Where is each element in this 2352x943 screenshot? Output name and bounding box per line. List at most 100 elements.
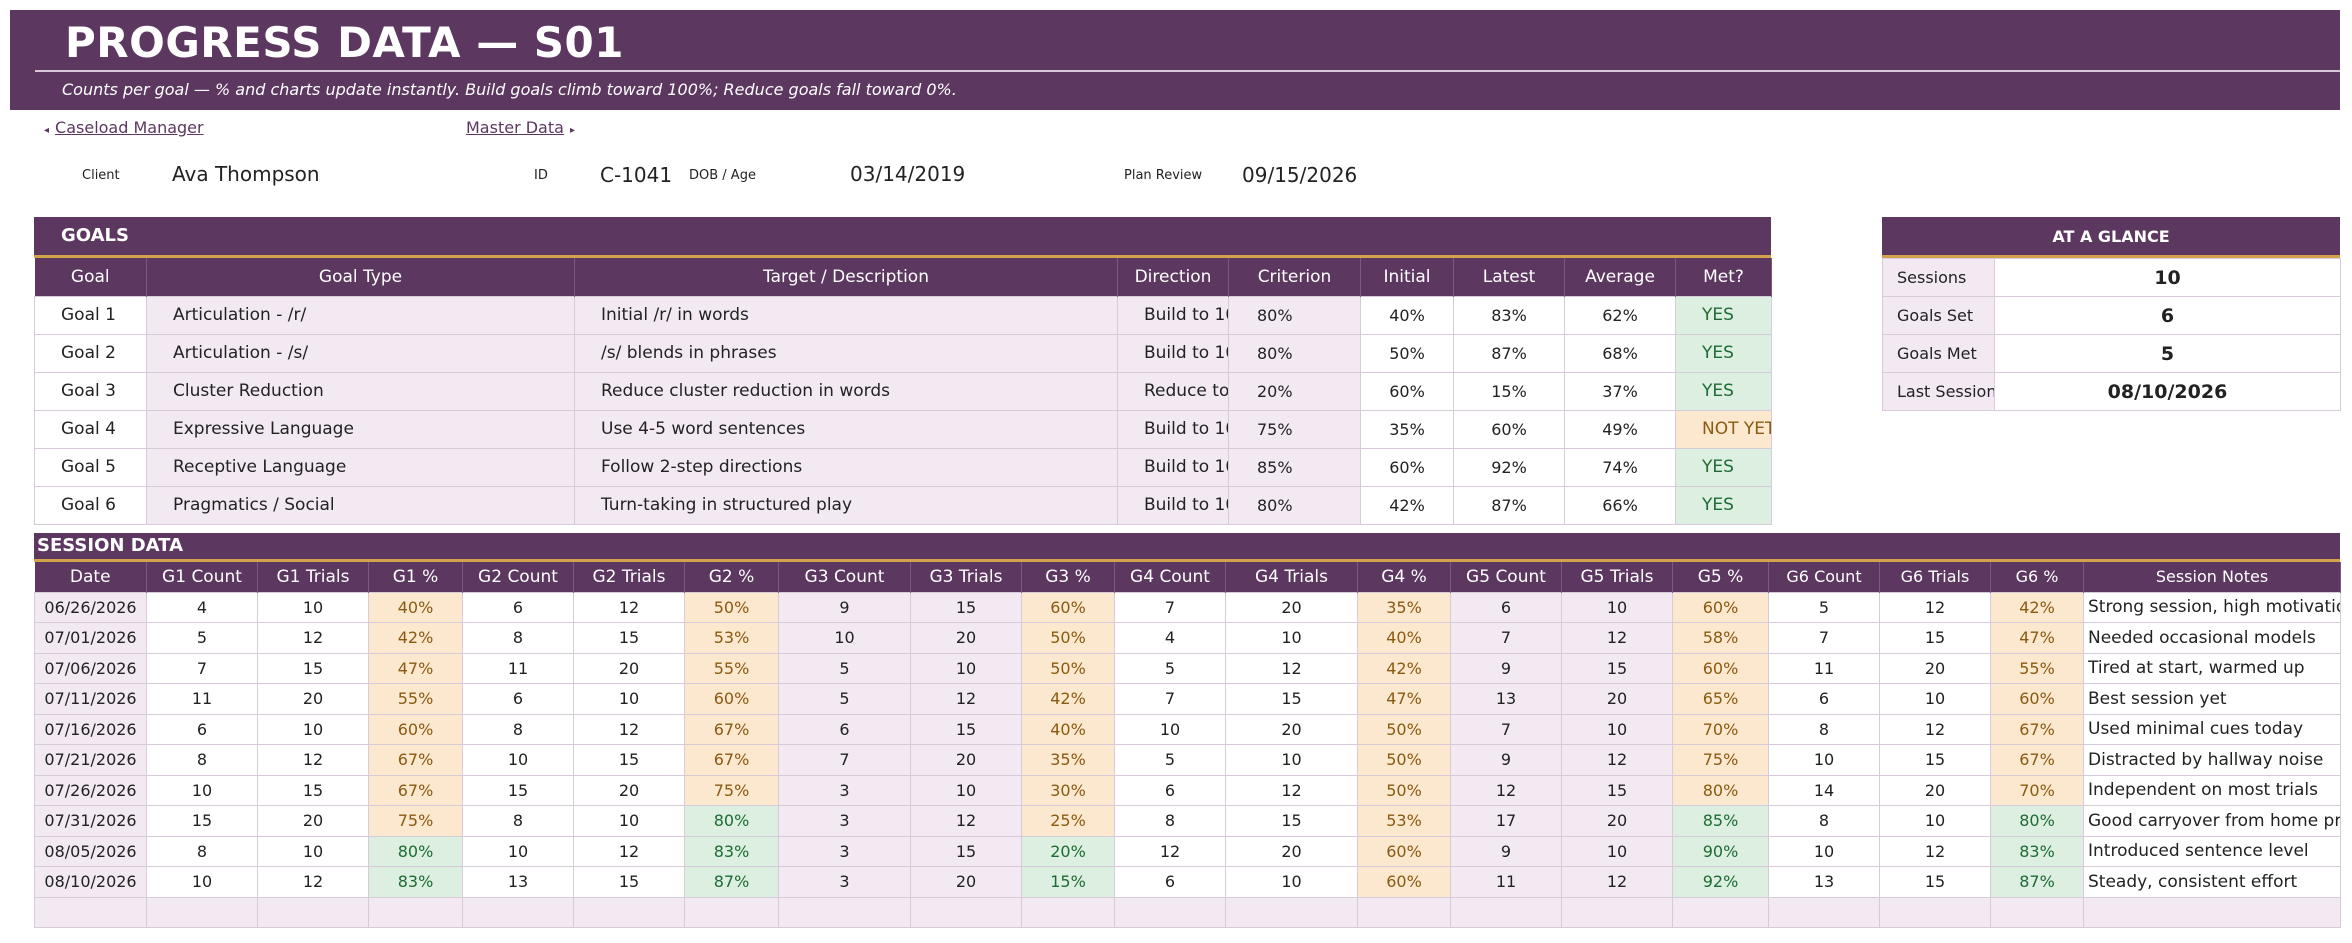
client-name-field[interactable]: Ava Thompson [172,162,320,186]
session-count-cell[interactable]: 3 [778,805,911,837]
session-count-cell[interactable]: 9 [778,591,911,623]
session-trials-cell[interactable]: 12 [257,622,369,654]
session-trials-cell[interactable]: 10 [1879,683,1991,715]
session-count-cell[interactable]: 10 [1114,713,1226,745]
session-trials-cell[interactable]: 10 [1561,835,1673,867]
goal-target-cell[interactable]: Reduce cluster reduction in words [574,371,1118,411]
session-notes-cell[interactable]: Distracted by hallway noise [2083,744,2341,776]
goal-direction-cell[interactable]: Reduce to 0% [1117,371,1229,411]
session-trials-cell[interactable]: 10 [257,713,369,745]
session-trials-cell[interactable]: 10 [910,774,1022,806]
goal-target-cell[interactable]: Follow 2-step directions [574,447,1118,487]
session-trials-cell[interactable]: 10 [910,652,1022,684]
session-trials-cell[interactable]: 15 [257,774,369,806]
session-count-cell[interactable]: 8 [1768,805,1880,837]
session-count-cell[interactable]: 7 [1114,591,1226,623]
session-trials-cell[interactable]: 10 [257,591,369,623]
session-empty-cell[interactable] [684,896,779,928]
session-count-cell[interactable]: 8 [462,713,574,745]
session-empty-cell[interactable] [1114,896,1226,928]
session-trials-cell[interactable]: 20 [573,774,685,806]
session-empty-cell[interactable] [1357,896,1451,928]
session-trials-cell[interactable]: 10 [1561,713,1673,745]
goal-type-cell[interactable]: Cluster Reduction [146,371,575,411]
session-count-cell[interactable]: 8 [146,744,258,776]
session-notes-cell[interactable]: Tired at start, warmed up [2083,652,2341,684]
goal-criterion-cell[interactable]: 20% [1228,371,1361,411]
session-count-cell[interactable]: 6 [778,713,911,745]
goal-criterion-cell[interactable]: 85% [1228,447,1361,487]
session-count-cell[interactable]: 5 [1114,744,1226,776]
session-count-cell[interactable]: 5 [146,622,258,654]
session-count-cell[interactable]: 6 [146,713,258,745]
session-empty-cell[interactable] [1672,896,1769,928]
session-trials-cell[interactable]: 15 [573,744,685,776]
session-count-cell[interactable]: 11 [146,683,258,715]
session-count-cell[interactable]: 10 [146,774,258,806]
session-empty-cell[interactable] [910,896,1022,928]
session-empty-cell[interactable] [1450,896,1562,928]
goal-direction-cell[interactable]: Build to 100% [1117,333,1229,373]
session-trials-cell[interactable]: 20 [1225,591,1358,623]
session-notes-cell[interactable]: Best session yet [2083,683,2341,715]
session-count-cell[interactable]: 15 [146,805,258,837]
goal-type-cell[interactable]: Articulation - /s/ [146,333,575,373]
session-count-cell[interactable]: 5 [778,652,911,684]
goal-target-cell[interactable]: Use 4-5 word sentences [574,409,1118,449]
session-count-cell[interactable]: 9 [1450,835,1562,867]
session-count-cell[interactable]: 6 [1114,774,1226,806]
session-count-cell[interactable]: 10 [146,866,258,898]
session-notes-cell[interactable]: Used minimal cues today [2083,713,2341,745]
goal-target-cell[interactable]: Initial /r/ in words [574,295,1118,335]
session-trials-cell[interactable]: 15 [1879,744,1991,776]
session-trials-cell[interactable]: 10 [257,835,369,867]
session-count-cell[interactable]: 10 [1768,835,1880,867]
session-trials-cell[interactable]: 12 [1561,866,1673,898]
session-trials-cell[interactable]: 15 [1225,805,1358,837]
session-count-cell[interactable]: 15 [462,774,574,806]
session-trials-cell[interactable]: 20 [910,744,1022,776]
session-date-cell[interactable]: 07/11/2026 [34,683,147,715]
session-count-cell[interactable]: 7 [146,652,258,684]
session-notes-cell[interactable]: Strong session, high motivation [2083,591,2341,623]
session-trials-cell[interactable]: 12 [910,805,1022,837]
goal-criterion-cell[interactable]: 80% [1228,485,1361,525]
session-count-cell[interactable]: 11 [1450,866,1562,898]
session-count-cell[interactable]: 4 [146,591,258,623]
session-trials-cell[interactable]: 15 [910,835,1022,867]
session-count-cell[interactable]: 10 [1768,744,1880,776]
session-notes-cell[interactable]: Needed occasional models [2083,622,2341,654]
session-empty-cell[interactable] [1768,896,1880,928]
goal-criterion-cell[interactable]: 75% [1228,409,1361,449]
session-trials-cell[interactable]: 20 [1561,805,1673,837]
goal-direction-cell[interactable]: Build to 100% [1117,409,1229,449]
session-trials-cell[interactable]: 15 [1561,652,1673,684]
session-count-cell[interactable]: 5 [1114,652,1226,684]
session-count-cell[interactable]: 7 [778,744,911,776]
session-empty-cell[interactable] [146,896,258,928]
goal-direction-cell[interactable]: Build to 100% [1117,485,1229,525]
session-count-cell[interactable]: 17 [1450,805,1562,837]
session-date-cell[interactable]: 07/31/2026 [34,805,147,837]
goal-direction-cell[interactable]: Build to 100% [1117,447,1229,487]
session-trials-cell[interactable]: 12 [1561,622,1673,654]
session-count-cell[interactable]: 4 [1114,622,1226,654]
session-count-cell[interactable]: 7 [1114,683,1226,715]
session-count-cell[interactable]: 11 [1768,652,1880,684]
goal-direction-cell[interactable]: Build to 100% [1117,295,1229,335]
session-count-cell[interactable]: 7 [1450,622,1562,654]
session-trials-cell[interactable]: 15 [573,866,685,898]
session-empty-cell[interactable] [257,896,369,928]
session-count-cell[interactable]: 3 [778,774,911,806]
session-count-cell[interactable]: 5 [778,683,911,715]
session-empty-cell[interactable] [778,896,911,928]
session-empty-cell[interactable] [1021,896,1115,928]
session-trials-cell[interactable]: 15 [573,622,685,654]
session-trials-cell[interactable]: 12 [573,591,685,623]
session-empty-cell[interactable] [1990,896,2084,928]
session-count-cell[interactable]: 10 [462,744,574,776]
session-count-cell[interactable]: 7 [1768,622,1880,654]
session-count-cell[interactable]: 8 [146,835,258,867]
goal-target-cell[interactable]: Turn-taking in structured play [574,485,1118,525]
session-trials-cell[interactable]: 15 [910,591,1022,623]
